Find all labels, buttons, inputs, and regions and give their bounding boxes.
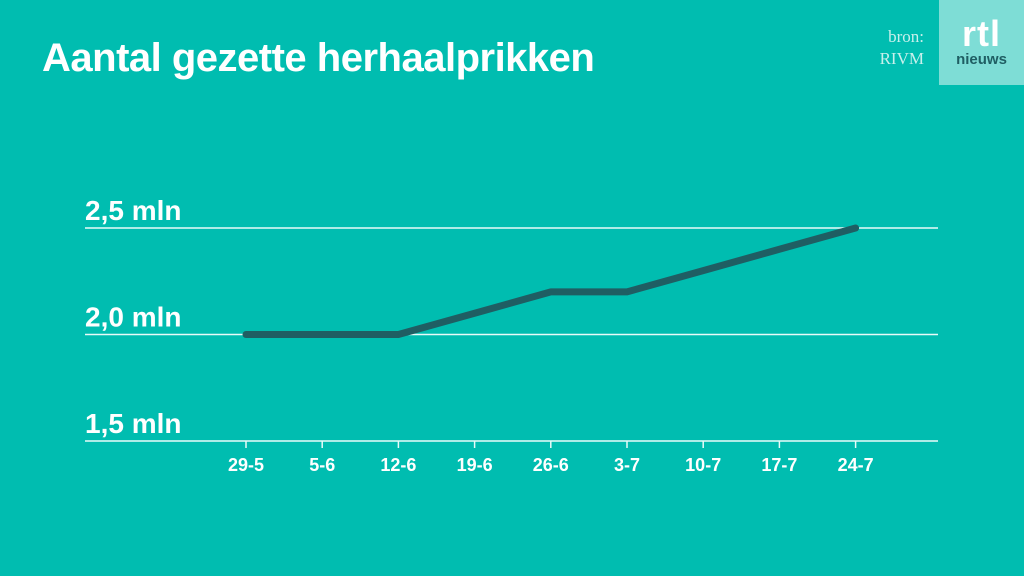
x-tick-label: 26-6 (533, 455, 569, 475)
logo-brand-text: rtl (962, 13, 1001, 54)
data-point (702, 270, 704, 272)
x-tick-label: 19-6 (457, 455, 493, 475)
x-tick-label: 24-7 (838, 455, 874, 475)
source-label: bron: (888, 27, 924, 46)
rtl-nieuws-logo: rtl nieuws (939, 0, 1024, 85)
chart-title: Aantal gezette herhaalprikken (42, 36, 595, 80)
y-tick-label: 1,5 mln (85, 408, 181, 439)
logo-sub-text: nieuws (956, 51, 1007, 68)
data-point (855, 227, 857, 229)
y-tick-label: 2,5 mln (85, 195, 181, 226)
data-point (321, 334, 323, 335)
series-line (242, 224, 860, 338)
data-point (626, 291, 628, 293)
x-tick-label: 5-6 (309, 455, 335, 475)
x-tick-label: 10-7 (685, 455, 721, 475)
data-point (474, 312, 476, 314)
source-note: bron: RIVM (860, 26, 924, 70)
x-tick-label: 12-6 (380, 455, 416, 475)
x-tick-label: 3-7 (614, 455, 640, 475)
x-tick-label: 29-5 (228, 455, 264, 475)
data-point (778, 248, 780, 250)
data-point (397, 334, 399, 335)
x-tick-label: 17-7 (761, 455, 797, 475)
y-tick-label: 2,0 mln (85, 302, 181, 333)
data-point (245, 334, 247, 335)
data-point (550, 291, 552, 293)
source-name: RIVM (879, 49, 924, 68)
